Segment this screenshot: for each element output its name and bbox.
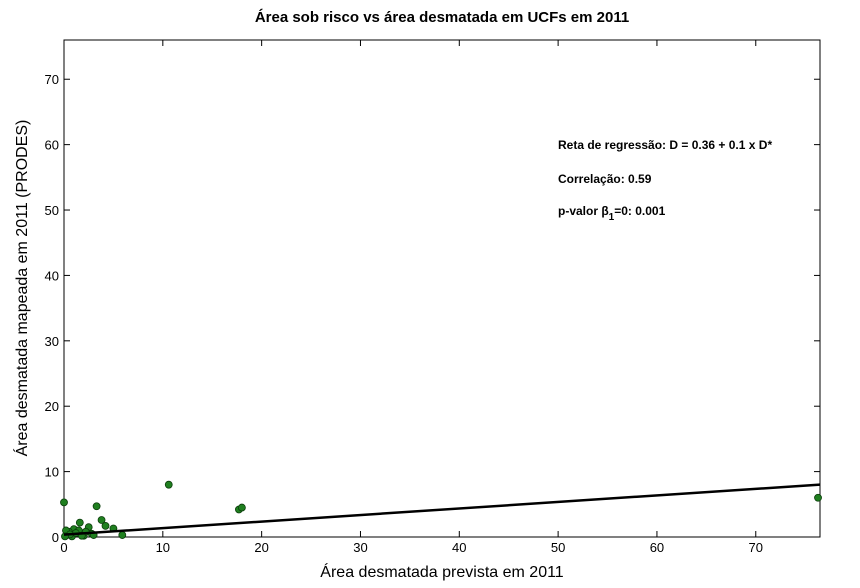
plot-frame [63,39,821,538]
point [237,503,246,512]
point [814,493,822,502]
chart-title: Área sob risco vs área desmatada em UCFs… [255,9,629,26]
annotation-text: =0: 0.001 [614,204,665,218]
y-tick-label: 50 [45,203,59,218]
regression-line [63,483,821,536]
x-tick-label: 20 [254,540,268,555]
point [75,518,84,527]
x-tick-label: 0 [60,540,67,555]
y-tick-label: 30 [45,334,59,349]
point [97,516,106,524]
x-tick-label: 40 [452,540,466,555]
point [118,531,127,539]
y-tick-label: 0 [52,530,59,545]
annotation-text: Correlação: 0.59 [558,172,652,186]
point [60,498,68,507]
annotation: Reta de regressão: D = 0.36 + 0.1 x D* [558,138,772,152]
annotation: p-valor β1=0: 0.001 [558,204,666,223]
y-axis-label: Área desmatada mapeada em 2011 (PRODES) [12,120,31,457]
annotation-subscript: 1 [609,212,615,223]
y-tick-label: 70 [45,72,59,87]
point [164,480,173,489]
point [92,502,101,511]
x-tick-label: 30 [353,540,367,555]
y-tick-label: 20 [45,399,59,414]
annotation: Correlação: 0.59 [558,172,652,186]
annotation-text: p-valor β [558,204,609,218]
x-tick-label: 50 [551,540,565,555]
point [101,521,110,530]
x-tick-label: 10 [156,540,170,555]
annotation-text: Reta de regressão: D = 0.36 + 0.1 x D* [558,138,772,152]
y-tick-label: 10 [45,465,59,480]
x-axis-label: Área desmatada prevista em 2011 [320,562,564,581]
x-tick-label: 60 [650,540,664,555]
y-tick-label: 60 [45,138,59,153]
y-tick-label: 40 [45,268,59,283]
x-tick-label: 70 [749,540,763,555]
